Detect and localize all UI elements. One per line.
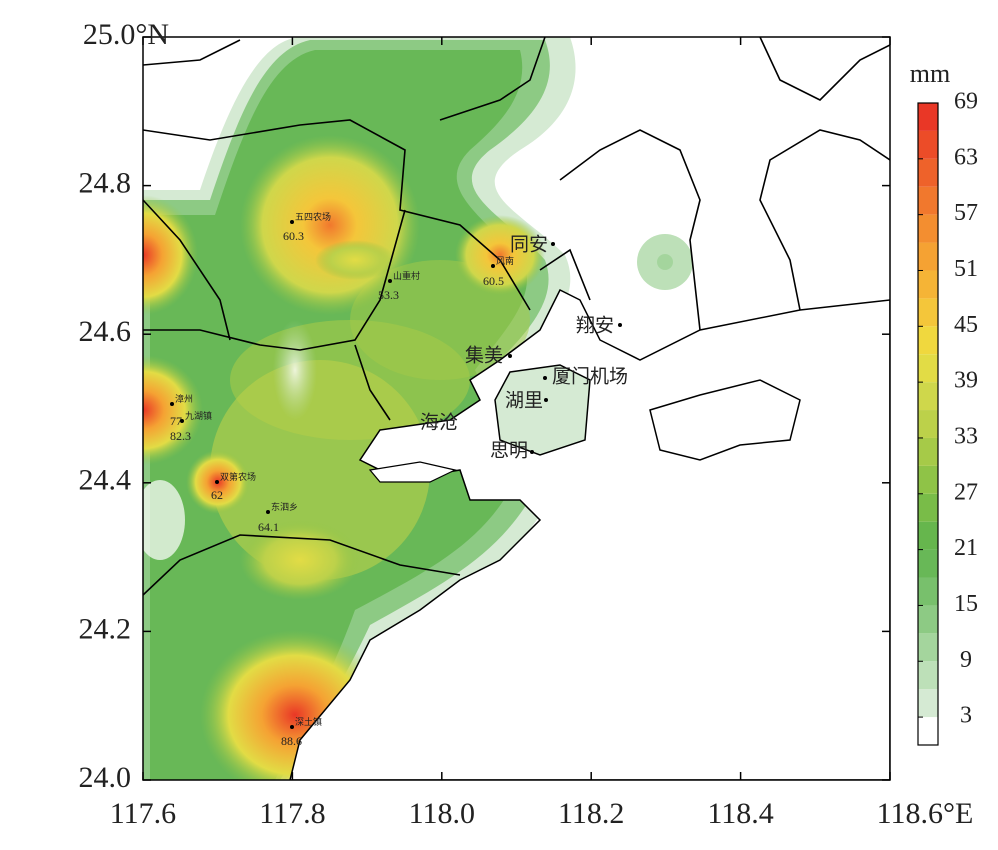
colorbar-label: 45 (954, 312, 978, 338)
colorbar-band (918, 158, 938, 187)
colorbar-band (918, 493, 938, 522)
plot-frame (142, 36, 891, 781)
station-value: 60.5 (483, 274, 504, 288)
station-dot (266, 510, 270, 514)
place-name: 思明 (490, 440, 528, 461)
colorbar-label: 33 (954, 423, 978, 449)
x-tick-label: 118.2 (558, 797, 624, 830)
place-dot (618, 323, 622, 327)
colorbar-label: 9 (960, 647, 972, 673)
rain-field (143, 37, 890, 780)
station-value: 60.3 (283, 229, 304, 243)
station-dot (290, 220, 294, 224)
place-name: 集美 (465, 344, 503, 366)
station-value: 64.1 (258, 520, 279, 534)
station-name: 东泗乡 (271, 501, 298, 512)
colorbar-band (918, 437, 938, 466)
place-dot (530, 450, 534, 454)
colorbar-band (918, 242, 938, 271)
colorbar-band (918, 382, 938, 411)
colorbar-label: 63 (954, 144, 978, 170)
place-name: 同安 (510, 233, 548, 255)
place-dot (551, 242, 555, 246)
colorbar-label: 51 (954, 256, 978, 282)
station-dot (290, 725, 294, 729)
colorbar-band (918, 410, 938, 438)
station-name: 山重村 (393, 270, 420, 281)
colorbar-band (918, 717, 938, 745)
x-tick-label: 118.6°E (877, 797, 974, 830)
colorbar-band (918, 326, 938, 355)
station-value: 77 (170, 414, 182, 428)
colorbar-band (918, 633, 938, 662)
colorbar-band (918, 661, 938, 690)
colorbar-label: 21 (954, 535, 978, 561)
place-name: 厦门机场 (552, 365, 628, 387)
y-tick-label: 24.4 (79, 464, 132, 497)
station-name: 漳州 (175, 393, 193, 404)
y-tick-label: 24.8 (79, 166, 132, 199)
place-name: 湖里 (505, 389, 543, 411)
station-name: 双第农场 (220, 471, 256, 482)
colorbar-frame (917, 102, 939, 746)
station-name: 深土镇 (295, 716, 322, 727)
colorbar-band (918, 186, 938, 215)
place-name: 翔安 (576, 314, 614, 336)
place-dot (508, 354, 512, 358)
place-dot (543, 376, 547, 380)
colorbar-band (918, 465, 938, 494)
colorbar-band (918, 298, 938, 327)
station-value: 82.3 (170, 429, 191, 443)
colorbar-band (918, 103, 938, 131)
station-dot (180, 419, 184, 423)
colorbar-unit: mm (910, 59, 950, 88)
colorbar-band (918, 605, 938, 634)
x-tick-label: 117.8 (259, 797, 325, 830)
x-tick-label: 117.6 (110, 797, 176, 830)
x-tick-label: 118.0 (409, 797, 475, 830)
colorbar-label: 57 (954, 200, 978, 226)
colorbar-band (918, 214, 938, 243)
colorbar-band (918, 577, 938, 606)
station-dot (215, 480, 219, 484)
x-tick-label: 118.4 (707, 797, 773, 830)
station-dot (388, 279, 392, 283)
place-dot (544, 398, 548, 402)
station-name: 五四农场 (295, 211, 331, 222)
axes: 117.6 117.8 118.0 118.2 118.4 118.6°E 25.0°N 24… (79, 18, 974, 830)
station-dot (170, 402, 174, 406)
colorbar-band (918, 270, 938, 299)
station-value: 53.3 (378, 288, 399, 302)
station-dot (491, 264, 495, 268)
colorbar-band (918, 521, 938, 550)
place-name: 海沧 (420, 411, 458, 433)
y-tick-label: 25.0°N (83, 18, 169, 51)
colorbar-label: 3 (960, 703, 972, 729)
colorbar-band (918, 354, 938, 383)
colorbar-band (918, 549, 938, 578)
station-name: 九湖镇 (185, 410, 212, 421)
y-tick-label: 24.0 (79, 761, 132, 794)
colorbar-label: 15 (954, 591, 978, 617)
colorbar-label: 39 (954, 368, 978, 394)
y-tick-label: 24.6 (79, 315, 132, 348)
y-tick-label: 24.2 (79, 612, 132, 645)
map-labels: 五四农场 60.3 山重村 53.3 风南 60.5 漳州 77 九湖镇 82.3 双第农场 62 东泗… (170, 211, 628, 748)
colorbar-band (918, 689, 938, 718)
station-value: 62 (211, 488, 223, 502)
colorbar-band (918, 130, 938, 159)
colorbar-label: 69 (954, 89, 978, 115)
station-value: 88.6 (281, 734, 302, 748)
station-name: 风南 (496, 255, 514, 266)
colorbar-label: 27 (954, 479, 978, 505)
